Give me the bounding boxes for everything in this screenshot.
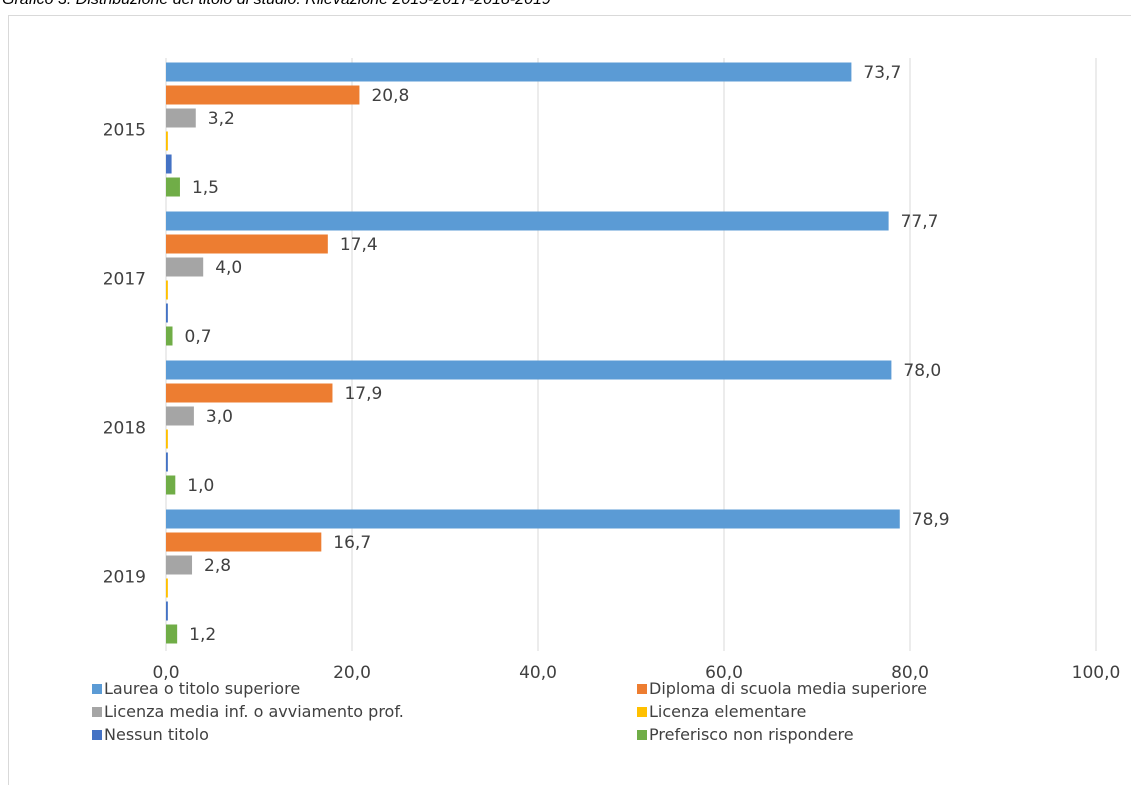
bar: [166, 234, 328, 254]
x-tick-label: 20,0: [333, 663, 371, 683]
data-label: 17,9: [344, 384, 382, 404]
data-label: 78,0: [903, 361, 941, 381]
category-labels: 2015 2017 2018 2019: [103, 121, 146, 588]
bar: [166, 555, 193, 575]
bar: [166, 62, 852, 82]
data-label: 1,2: [189, 625, 216, 645]
x-tick-labels: 0,0 20,0 40,0 60,0 80,0 100,0: [152, 663, 1120, 683]
bar: [166, 360, 892, 380]
chart-title: Grafico 3. Distribuzione del titolo di s…: [2, 0, 551, 10]
data-label: 78,9: [912, 510, 950, 530]
legend-swatch: [92, 707, 102, 717]
category-label: 2018: [103, 419, 146, 439]
gridlines: [165, 58, 1097, 651]
bar: [166, 601, 168, 621]
data-label: 3,2: [208, 109, 235, 129]
chart-frame: [8, 15, 1131, 785]
legend-swatch: [637, 707, 647, 717]
bar: [166, 509, 900, 529]
x-tick-label: 100,0: [1072, 663, 1121, 683]
legend-label: Licenza elementare: [649, 702, 806, 721]
bar: [166, 154, 172, 174]
bars: [166, 62, 900, 644]
bar: [166, 326, 173, 346]
data-label: 2,8: [204, 556, 231, 576]
bar: [166, 624, 178, 644]
legend-label: Nessun titolo: [104, 725, 209, 744]
bar: [166, 452, 168, 472]
bar: [166, 383, 333, 403]
data-label: 3,0: [206, 407, 233, 427]
bar: [166, 211, 889, 231]
data-label: 0,7: [185, 327, 212, 347]
data-label: 1,5: [192, 178, 219, 198]
legend-swatch: [637, 730, 647, 740]
bar: [166, 532, 322, 552]
category-label: 2017: [103, 270, 146, 290]
category-label: 2015: [103, 121, 146, 141]
data-label: 16,7: [333, 533, 371, 553]
bar: [166, 406, 194, 426]
bar: [166, 85, 360, 105]
legend-label: Preferisco non rispondere: [649, 725, 854, 744]
legend-label: Laurea o titolo superiore: [104, 679, 300, 698]
data-label: 17,4: [340, 235, 378, 255]
bar: [166, 303, 168, 323]
bar: [166, 177, 180, 197]
legend-swatch: [637, 684, 647, 694]
data-label: 73,7: [863, 63, 901, 83]
x-tick-label: 40,0: [519, 663, 557, 683]
data-label: 20,8: [371, 86, 409, 106]
bar: [166, 578, 168, 598]
data-label: 4,0: [215, 258, 242, 278]
bar: [166, 280, 168, 300]
x-tick-label: 60,0: [705, 663, 743, 683]
bar: [166, 257, 204, 277]
x-tick-label: 80,0: [891, 663, 929, 683]
bar: [166, 429, 168, 449]
data-label: 1,0: [187, 476, 214, 496]
legend-swatch: [92, 684, 102, 694]
category-label: 2019: [103, 568, 146, 588]
bar: [166, 131, 168, 151]
legend-swatch: [92, 730, 102, 740]
bar: [166, 108, 196, 128]
data-label: 77,7: [901, 212, 939, 232]
legend-label: Diploma di scuola media superiore: [649, 679, 927, 698]
legend-label: Licenza media inf. o avviamento prof.: [104, 702, 404, 721]
legend: Laurea o titolo superiore Diploma di scuo…: [92, 679, 927, 744]
x-tick-label: 0,0: [152, 663, 179, 683]
data-labels: 73,7 20,8 3,2 1,5 77,7 17,4 4,0 0,7 78,0 17,9 3,0 1…: [185, 63, 950, 645]
bar: [166, 475, 176, 495]
